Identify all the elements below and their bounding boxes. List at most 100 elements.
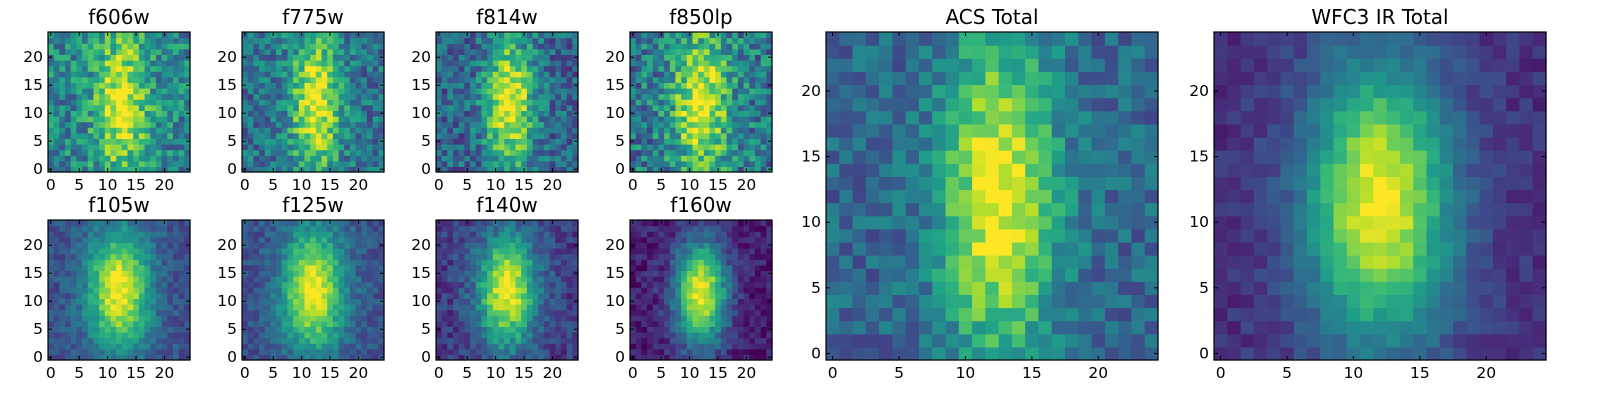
heatmap-cell <box>116 298 123 305</box>
heatmap-cell <box>155 138 163 145</box>
heatmap-cell <box>287 298 294 305</box>
heatmap-cell <box>754 343 762 350</box>
heatmap-cell <box>321 242 328 249</box>
heatmap-cell <box>726 104 733 111</box>
heatmap-cell <box>658 309 665 316</box>
heatmap-cell <box>178 71 185 78</box>
heatmap-cell <box>754 354 762 361</box>
heatmap-cell <box>538 248 545 255</box>
heatmap-cell <box>441 332 448 339</box>
heatmap-cell <box>264 242 271 249</box>
heatmap-cell <box>526 236 534 243</box>
heatmap-cell <box>492 248 500 255</box>
heatmap-cell <box>247 343 254 350</box>
heatmap-cell <box>116 60 123 67</box>
heatmap-cell <box>366 348 374 355</box>
heatmap-cell <box>172 337 180 344</box>
heatmap-cell <box>138 354 146 361</box>
heatmap-cell <box>720 88 728 95</box>
heatmap-cell <box>298 281 306 288</box>
heatmap-cell <box>481 60 488 67</box>
heatmap-cell <box>372 116 379 123</box>
heatmap-cell <box>121 37 129 44</box>
heatmap-cell <box>441 287 448 294</box>
heatmap-cell <box>270 253 277 260</box>
heatmap-cell <box>664 60 671 67</box>
heatmap-cell <box>87 93 95 100</box>
heatmap-cell <box>344 315 351 322</box>
heatmap-cell <box>560 76 568 83</box>
heatmap-cell <box>543 37 551 44</box>
heatmap-cell <box>247 337 254 344</box>
heatmap-cell <box>743 287 750 294</box>
heatmap-cell <box>669 88 677 95</box>
heatmap-cell <box>366 82 374 89</box>
heatmap-cell <box>87 309 95 316</box>
heatmap-cell <box>150 248 157 255</box>
heatmap-cell <box>310 127 317 134</box>
heatmap-cell <box>338 332 345 339</box>
heatmap-cell <box>737 88 745 95</box>
heatmap-cell <box>669 320 677 327</box>
heatmap-cell <box>304 309 311 316</box>
heatmap-cell <box>669 132 677 139</box>
heatmap-cell <box>709 121 716 128</box>
heatmap-cell <box>737 332 745 339</box>
heatmap-cell <box>59 326 66 333</box>
heatmap-cell <box>475 60 483 67</box>
heatmap-cell <box>178 110 185 117</box>
heatmap-cell <box>150 54 157 61</box>
heatmap-cell <box>253 231 260 238</box>
heatmap-cell <box>110 343 117 350</box>
heatmap-cell <box>504 264 511 271</box>
heatmap-cell <box>65 48 72 55</box>
heatmap-cell <box>526 127 534 134</box>
heatmap-cell <box>635 287 642 294</box>
heatmap-cell <box>555 309 562 316</box>
heatmap-cell <box>453 121 460 128</box>
heatmap-cell <box>737 354 745 361</box>
heatmap-cell <box>178 82 185 89</box>
heatmap-cell <box>121 220 129 227</box>
heatmap-cell <box>675 60 682 67</box>
heatmap-cell <box>144 65 151 72</box>
heatmap-cell <box>161 276 168 283</box>
heatmap-cell <box>104 116 112 123</box>
heatmap-cell <box>332 48 340 55</box>
heatmap-cell <box>155 264 163 271</box>
heatmap-cell <box>155 93 163 100</box>
heatmap-cell <box>652 65 659 72</box>
heatmap-cell <box>355 132 362 139</box>
heatmap-cell <box>344 225 351 232</box>
heatmap-cell <box>647 276 654 283</box>
heatmap-cell <box>572 231 579 238</box>
heatmap-cell <box>366 37 374 44</box>
x-tick-label: 20 <box>737 176 757 194</box>
heatmap-cell <box>281 160 289 167</box>
heatmap-cell <box>293 48 300 55</box>
heatmap-cell <box>481 343 488 350</box>
heatmap-cell <box>178 88 185 95</box>
heatmap-cell <box>344 48 351 55</box>
heatmap-cell <box>635 348 642 355</box>
heatmap-cell <box>48 343 55 350</box>
heatmap-cell <box>658 37 665 44</box>
heatmap-cell <box>737 99 745 106</box>
heatmap-cell <box>270 281 277 288</box>
heatmap-cell <box>470 65 477 72</box>
heatmap-cell <box>464 231 471 238</box>
heatmap-cell <box>470 292 477 299</box>
heatmap-cell <box>498 99 505 106</box>
heatmap-cell <box>167 225 174 232</box>
heatmap-cell <box>259 309 266 316</box>
heatmap-cell <box>53 248 60 255</box>
heatmap-cell <box>487 281 494 288</box>
heatmap-cell <box>355 82 362 89</box>
heatmap-cell <box>116 76 123 83</box>
heatmap-cell <box>110 270 117 277</box>
heatmap-cell <box>287 116 294 123</box>
heatmap-cell <box>161 332 168 339</box>
heatmap-cell <box>304 116 311 123</box>
heatmap-cell <box>703 99 711 106</box>
heatmap-cell <box>378 60 385 67</box>
